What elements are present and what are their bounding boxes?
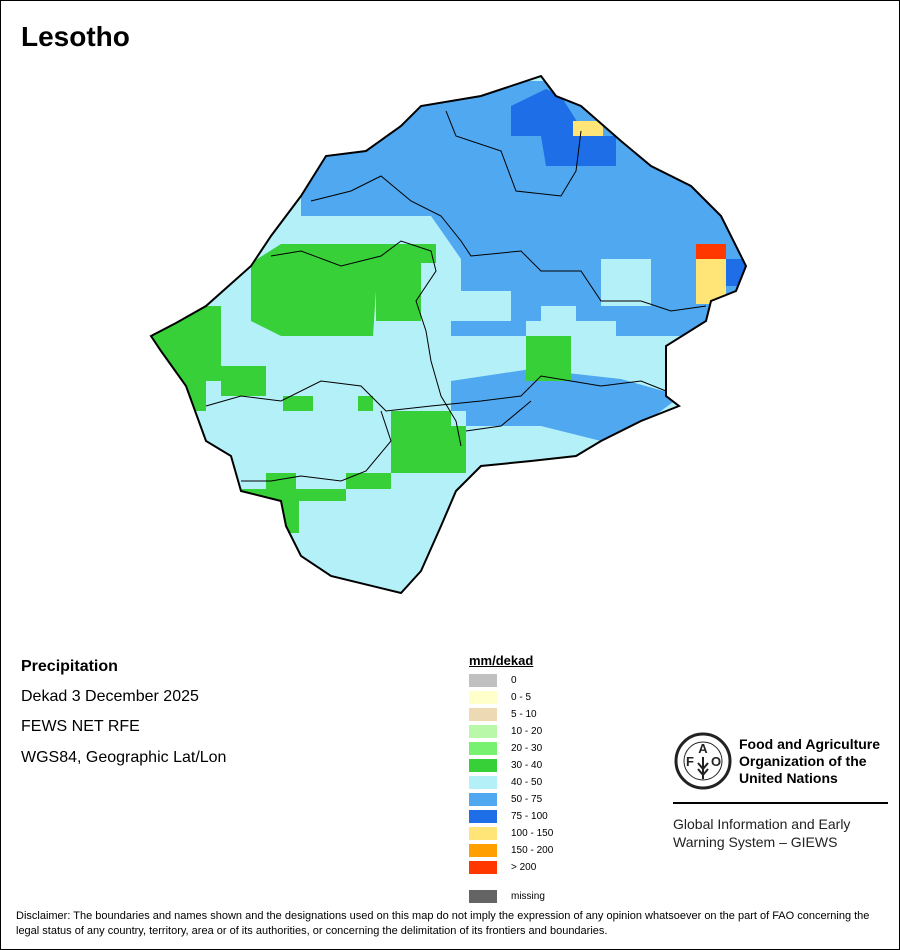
legend-item-missing: missing: [469, 888, 553, 905]
region-30-40-west: [251, 244, 436, 336]
legend-label: 5 - 10: [511, 709, 537, 720]
map-title: Lesotho: [21, 21, 130, 52]
variable-label: Precipitation: [21, 658, 118, 675]
svg-text:F: F: [686, 754, 694, 769]
legend-item: 100 - 150: [469, 825, 553, 842]
legend-item: > 200: [469, 859, 553, 876]
fao-emblem-icon: F A O: [674, 732, 732, 790]
legend-item: 5 - 10: [469, 706, 553, 723]
legend-item: 150 - 200: [469, 842, 553, 859]
giews-label: Global Information and Early Warning Sys…: [673, 816, 851, 850]
legend-label: 150 - 200: [511, 845, 554, 856]
cell-over-200: [696, 244, 726, 259]
region-75-100-north: [511, 89, 616, 166]
region-30-40-a: [221, 366, 266, 396]
legend-item: 50 - 75: [469, 791, 553, 808]
legend-item: 0 - 5: [469, 689, 553, 706]
logo-divider: [673, 802, 888, 804]
legend-swatch: [469, 742, 497, 755]
legend-label: 0 - 5: [511, 692, 532, 703]
legend-label: 10 - 20: [511, 726, 543, 737]
region-50-75-southeast: [451, 369, 681, 441]
legend-swatch: [469, 793, 497, 806]
legend-item: 75 - 100: [469, 808, 553, 825]
legend: mm/dekad 0 0 - 5 5 - 10 10 - 20 20 - 30 30 - …: [469, 653, 553, 905]
region-40-50-east: [601, 259, 651, 306]
legend-label: 30 - 40: [511, 760, 543, 771]
legend-swatch: [469, 691, 497, 704]
legend-item: 10 - 20: [469, 723, 553, 740]
svg-text:A: A: [698, 741, 708, 756]
legend-item: 20 - 30: [469, 740, 553, 757]
projection-label: WGS84, Geographic Lat/Lon: [21, 749, 227, 766]
legend-label: 50 - 75: [511, 794, 543, 805]
legend-label: 0: [511, 675, 517, 686]
legend-title: mm/dekad: [469, 653, 534, 668]
region-30-40-southwest: [236, 473, 391, 533]
legend-label: missing: [511, 891, 545, 902]
legend-swatch: [469, 708, 497, 721]
legend-label: 75 - 100: [511, 811, 548, 822]
region-30-40-c: [358, 396, 373, 411]
disclaimer: Disclaimer: The boundaries and names sho…: [16, 910, 870, 937]
region-30-40-center: [526, 336, 571, 381]
legend-label: > 200: [511, 862, 537, 873]
legend-swatch: [469, 861, 497, 874]
legend-swatch: [469, 890, 497, 903]
source-label: FEWS NET RFE: [21, 718, 140, 735]
fao-logo: F A O Food and Agriculture Organization …: [673, 731, 888, 850]
legend-item: 40 - 50: [469, 774, 553, 791]
region-30-40-far-west: [151, 306, 221, 411]
legend-swatch: [469, 674, 497, 687]
legend-swatch: [469, 844, 497, 857]
region-30-40-south: [391, 411, 466, 473]
region-30-40-b: [283, 396, 313, 411]
legend-label: 100 - 150: [511, 828, 554, 839]
legend-swatch: [469, 776, 497, 789]
legend-swatch: [469, 827, 497, 840]
legend-label: 40 - 50: [511, 777, 543, 788]
fao-name: Food and Agriculture Organization of the…: [739, 736, 881, 786]
legend-swatch: [469, 725, 497, 738]
legend-swatch: [469, 759, 497, 772]
cell-100-150: [573, 121, 603, 136]
legend-item: 0: [469, 672, 553, 689]
period-label: Dekad 3 December 2025: [21, 688, 199, 705]
legend-swatch: [469, 810, 497, 823]
legend-item: 30 - 40: [469, 757, 553, 774]
district-boundaries: [205, 110, 707, 482]
svg-text:O: O: [711, 754, 721, 769]
legend-label: 20 - 30: [511, 743, 543, 754]
